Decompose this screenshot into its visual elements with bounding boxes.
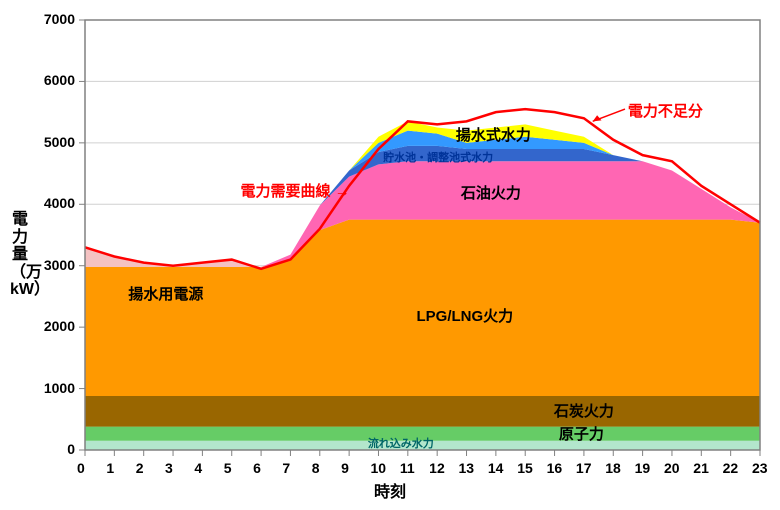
label-pumped: 揚水式水力: [456, 124, 531, 145]
label-oil: 石油火力: [461, 182, 521, 203]
chart-container: 電力量（万kW） 時刻 0100020003000400050006000700…: [0, 0, 780, 510]
y-tick-label: 6000: [44, 72, 75, 88]
x-tick-label: 22: [723, 460, 739, 476]
y-tick-label: 3000: [44, 257, 75, 273]
x-tick-label: 12: [429, 460, 445, 476]
label-hydro-runoff: 流れ込み水力: [368, 435, 434, 451]
anno-demand-curve: 電力需要曲線 →: [241, 180, 350, 201]
x-tick-label: 0: [77, 460, 85, 476]
x-tick-label: 10: [370, 460, 386, 476]
label-nuclear: 原子力: [559, 423, 604, 444]
x-tick-label: 7: [282, 460, 290, 476]
x-tick-label: 9: [341, 460, 349, 476]
x-tick-label: 2: [136, 460, 144, 476]
x-tick-label: 16: [547, 460, 563, 476]
label-lpg-lng: LPG/LNG火力: [417, 305, 514, 326]
x-tick-label: 4: [194, 460, 202, 476]
x-tick-label: 6: [253, 460, 261, 476]
x-tick-label: 8: [312, 460, 320, 476]
plot-area: [0, 0, 780, 510]
area-coal: [85, 396, 760, 427]
y-tick-label: 7000: [44, 11, 75, 27]
x-tick-label: 1: [106, 460, 114, 476]
x-tick-label: 18: [605, 460, 621, 476]
y-tick-label: 2000: [44, 318, 75, 334]
x-tick-label: 11: [400, 460, 415, 476]
x-tick-label: 20: [664, 460, 680, 476]
anno-shortage: 電力不足分: [628, 100, 703, 121]
x-tick-label: 14: [488, 460, 504, 476]
x-tick-label: 21: [693, 460, 709, 476]
x-tick-label: 19: [635, 460, 651, 476]
x-tick-label: 3: [165, 460, 173, 476]
x-tick-label: 23: [752, 460, 768, 476]
y-tick-label: 5000: [44, 134, 75, 150]
y-tick-label: 0: [67, 441, 75, 457]
y-tick-label: 4000: [44, 195, 75, 211]
y-tick-label: 1000: [44, 380, 75, 396]
label-pump-source: 揚水用電源: [128, 283, 203, 304]
x-tick-label: 15: [517, 460, 533, 476]
label-reservoir: 貯水池・調整池式水力: [383, 149, 493, 165]
x-tick-label: 5: [224, 460, 232, 476]
label-coal: 石炭火力: [554, 400, 614, 421]
x-tick-label: 17: [576, 460, 592, 476]
x-tick-label: 13: [459, 460, 475, 476]
